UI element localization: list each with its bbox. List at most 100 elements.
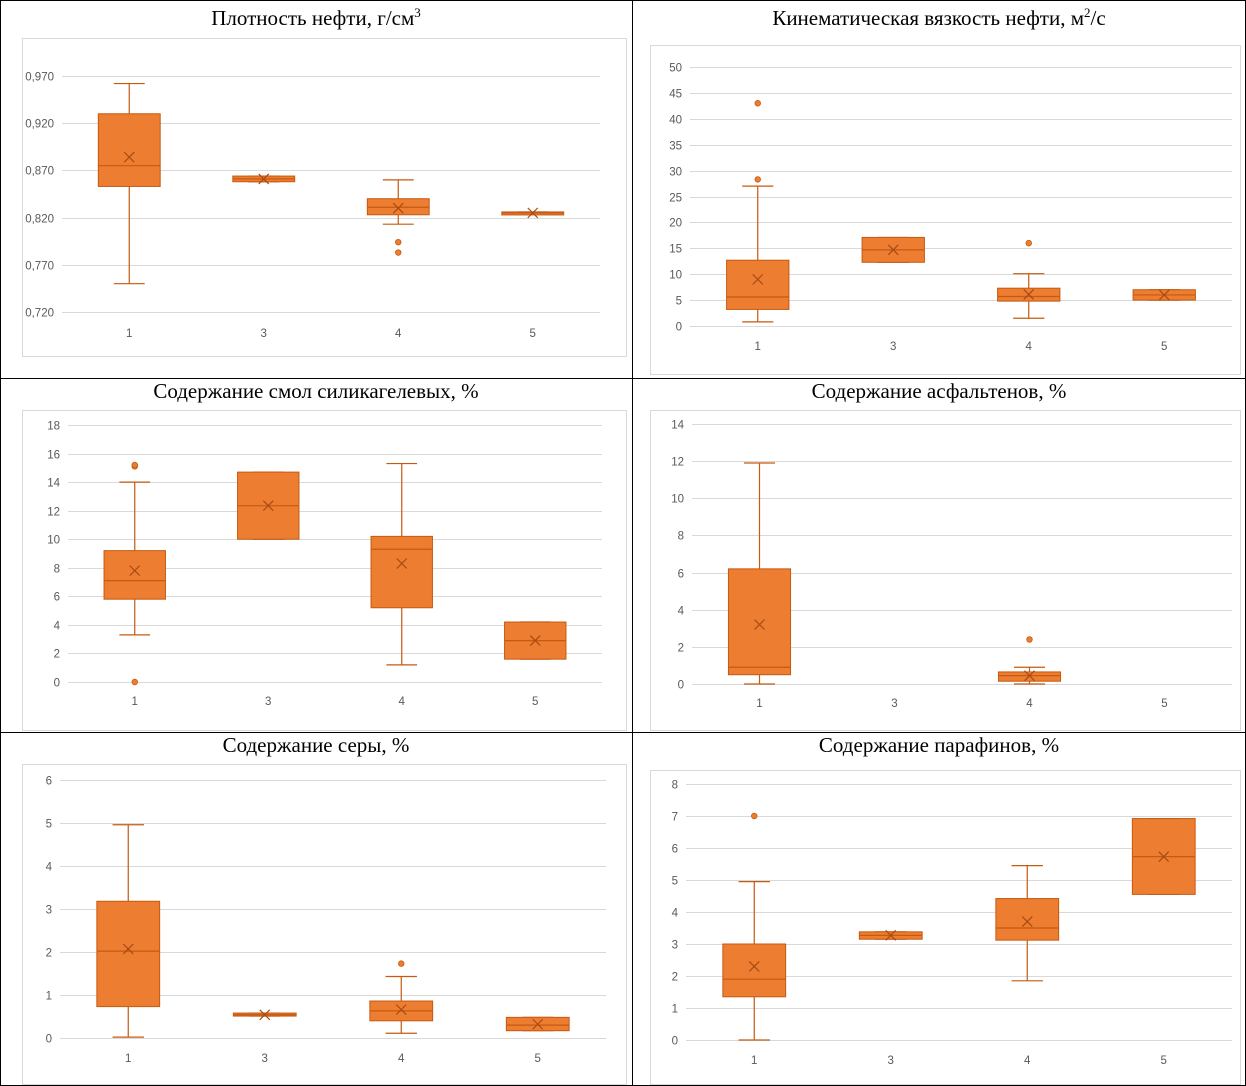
x-tick-label: 3 [265,696,271,708]
y-tick-label: 3 [672,940,678,952]
y-tick-label: 6 [678,569,684,581]
box-4 [369,960,434,1034]
box-1 [96,824,161,1038]
box-chart: 0 1 2 3 4 5 6 1 3 4 5 [22,764,627,1085]
y-tick-label: 0 [54,678,60,690]
mean-marker [1024,670,1035,682]
x-tick-label: 4 [395,328,402,340]
y-tick-label: 8 [678,531,684,543]
y-tick-label: 0 [46,1034,52,1046]
outlier-point [1025,239,1032,247]
box-4 [370,462,433,666]
mean-marker [532,1018,544,1030]
mean-marker [529,635,541,647]
outlier-point [754,176,761,183]
y-tick-label: 0,920 [25,119,54,131]
y-tick-label: 35 [669,141,682,153]
x-tick-label: 5 [1161,698,1167,710]
outlier-point [131,461,138,469]
mean-marker [123,151,135,163]
chart-title-text: Содержание смол силикагелевых, % [153,379,479,403]
y-tick-label: 0,720 [25,308,54,320]
x-tick-label: 5 [535,1053,541,1065]
outlier-point [395,249,402,256]
outlier-point [1026,636,1033,643]
y-tick-label: 4 [678,606,685,618]
mean-marker [887,244,899,256]
x-tick-label: 1 [125,1053,131,1065]
y-tick-label: 10 [47,535,60,547]
y-tick-label: 0 [678,680,684,692]
y-tick-label: 12 [671,457,684,469]
y-tick-label: 15 [669,244,682,256]
y-tick-label: 45 [669,89,682,101]
x-tick-label: 5 [532,696,538,708]
mean-marker [395,1004,407,1016]
y-tick-label: 30 [669,167,682,179]
y-tick-label: 0,970 [25,72,54,84]
box-3 [858,929,923,941]
chart-title: Содержание асфальтенов, % [632,379,1246,403]
iqr-box [995,898,1060,941]
y-tick-label: 1 [46,991,52,1003]
mean-marker [1158,851,1170,863]
y-tick-label: 3 [46,905,52,917]
x-tick-label: 3 [890,341,896,353]
outlier-point [754,100,761,107]
outlier-point [398,960,405,967]
y-tick-label: 6 [46,776,52,788]
x-tick-label: 4 [1024,1055,1031,1067]
box-4 [997,239,1061,319]
box-3 [232,1009,297,1021]
mean-marker [1023,288,1035,300]
mean-marker [129,565,141,577]
iqr-box [103,550,166,600]
x-tick-label: 1 [132,696,138,708]
y-tick-label: 25 [669,193,682,205]
x-tick-label: 4 [1026,341,1033,353]
y-tick-label: 8 [672,780,678,792]
outlier-point [395,238,402,246]
y-tick-label: 6 [54,592,60,604]
y-tick-label: 4 [672,908,679,920]
mean-marker [527,207,539,219]
y-tick-label: 0,870 [25,166,54,178]
mean-marker [396,558,408,569]
mean-marker [259,1009,271,1021]
plot-area [22,410,627,731]
mean-marker [1158,289,1170,301]
plot-area [650,45,1241,375]
x-tick-label: 3 [891,698,897,710]
iqr-box [722,943,787,998]
box-chart: 0 1 2 3 4 5 6 7 8 1 3 4 5 [650,770,1241,1085]
plot-area [22,764,627,1085]
x-tick-label: 5 [530,328,536,340]
chart-title: Содержание серы, % [0,733,632,757]
y-tick-label: 2 [54,649,60,661]
box-5 [1131,817,1196,896]
chart-title: Кинематическая вязкость нефти, м2/с [632,1,1246,30]
iqr-box [96,900,161,1008]
chart-title: Содержание смол силикагелевых, % [0,379,632,403]
box-chart: 0 2 4 6 8 10 12 14 16 18 1 3 4 5 [22,410,627,731]
mean-marker [122,943,134,955]
x-tick-label: 4 [398,1053,405,1065]
iqr-box [727,568,792,676]
y-tick-label: 2 [672,972,678,984]
y-tick-label: 2 [678,643,684,655]
chart-title-text: Содержание парафинов, % [818,733,1060,757]
y-tick-label: 5 [672,876,678,888]
y-tick-label: 0,770 [25,261,54,273]
box-4 [995,864,1060,982]
y-tick-label: 16 [47,450,60,462]
box-1 [103,461,166,686]
box-4 [366,179,430,256]
y-tick-label: 0,820 [25,214,54,226]
x-tick-label: 3 [262,1053,268,1065]
y-tick-label: 20 [669,218,682,230]
x-tick-label: 4 [1026,698,1033,710]
box-1 [727,462,792,685]
mean-marker [258,173,270,185]
